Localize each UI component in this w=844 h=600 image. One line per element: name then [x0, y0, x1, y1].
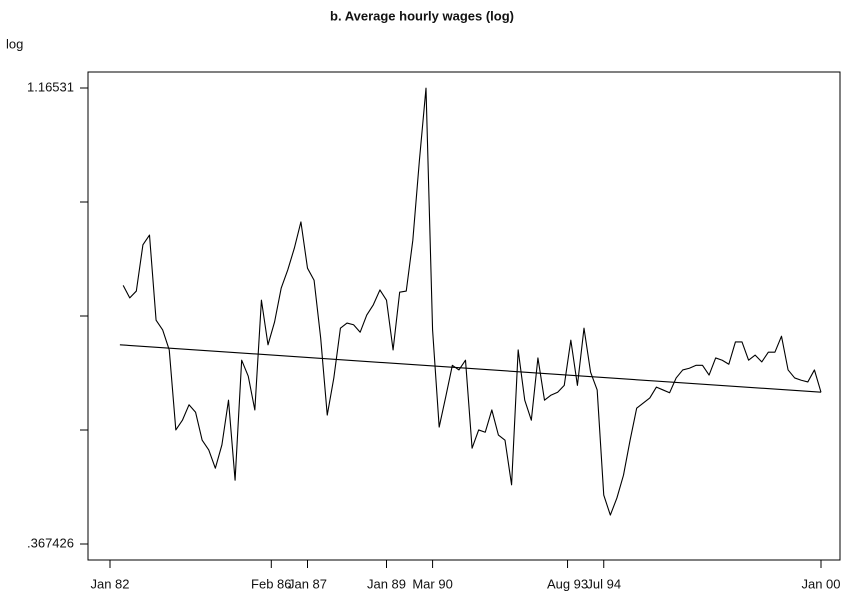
chart-title: b. Average hourly wages (log): [330, 8, 514, 23]
y-axis-label: log: [6, 36, 23, 51]
data-line: [122, 87, 822, 516]
x-tick-label: Jan 87: [288, 576, 327, 591]
x-tick-label: Jan 89: [367, 576, 406, 591]
plot-frame: [87, 71, 841, 561]
y-tick-label: 1.16531: [27, 79, 74, 94]
x-tick-label: Mar 90: [412, 576, 452, 591]
x-tick-label: Jul 94: [586, 576, 621, 591]
y-tick-label: .367426: [27, 535, 74, 550]
x-tick-label: Feb 86: [251, 576, 291, 591]
x-tick-label: Jan 00: [801, 576, 840, 591]
x-tick-label: Aug 93: [547, 576, 588, 591]
data-line: [119, 344, 822, 393]
x-tick-label: Jan 82: [90, 576, 129, 591]
